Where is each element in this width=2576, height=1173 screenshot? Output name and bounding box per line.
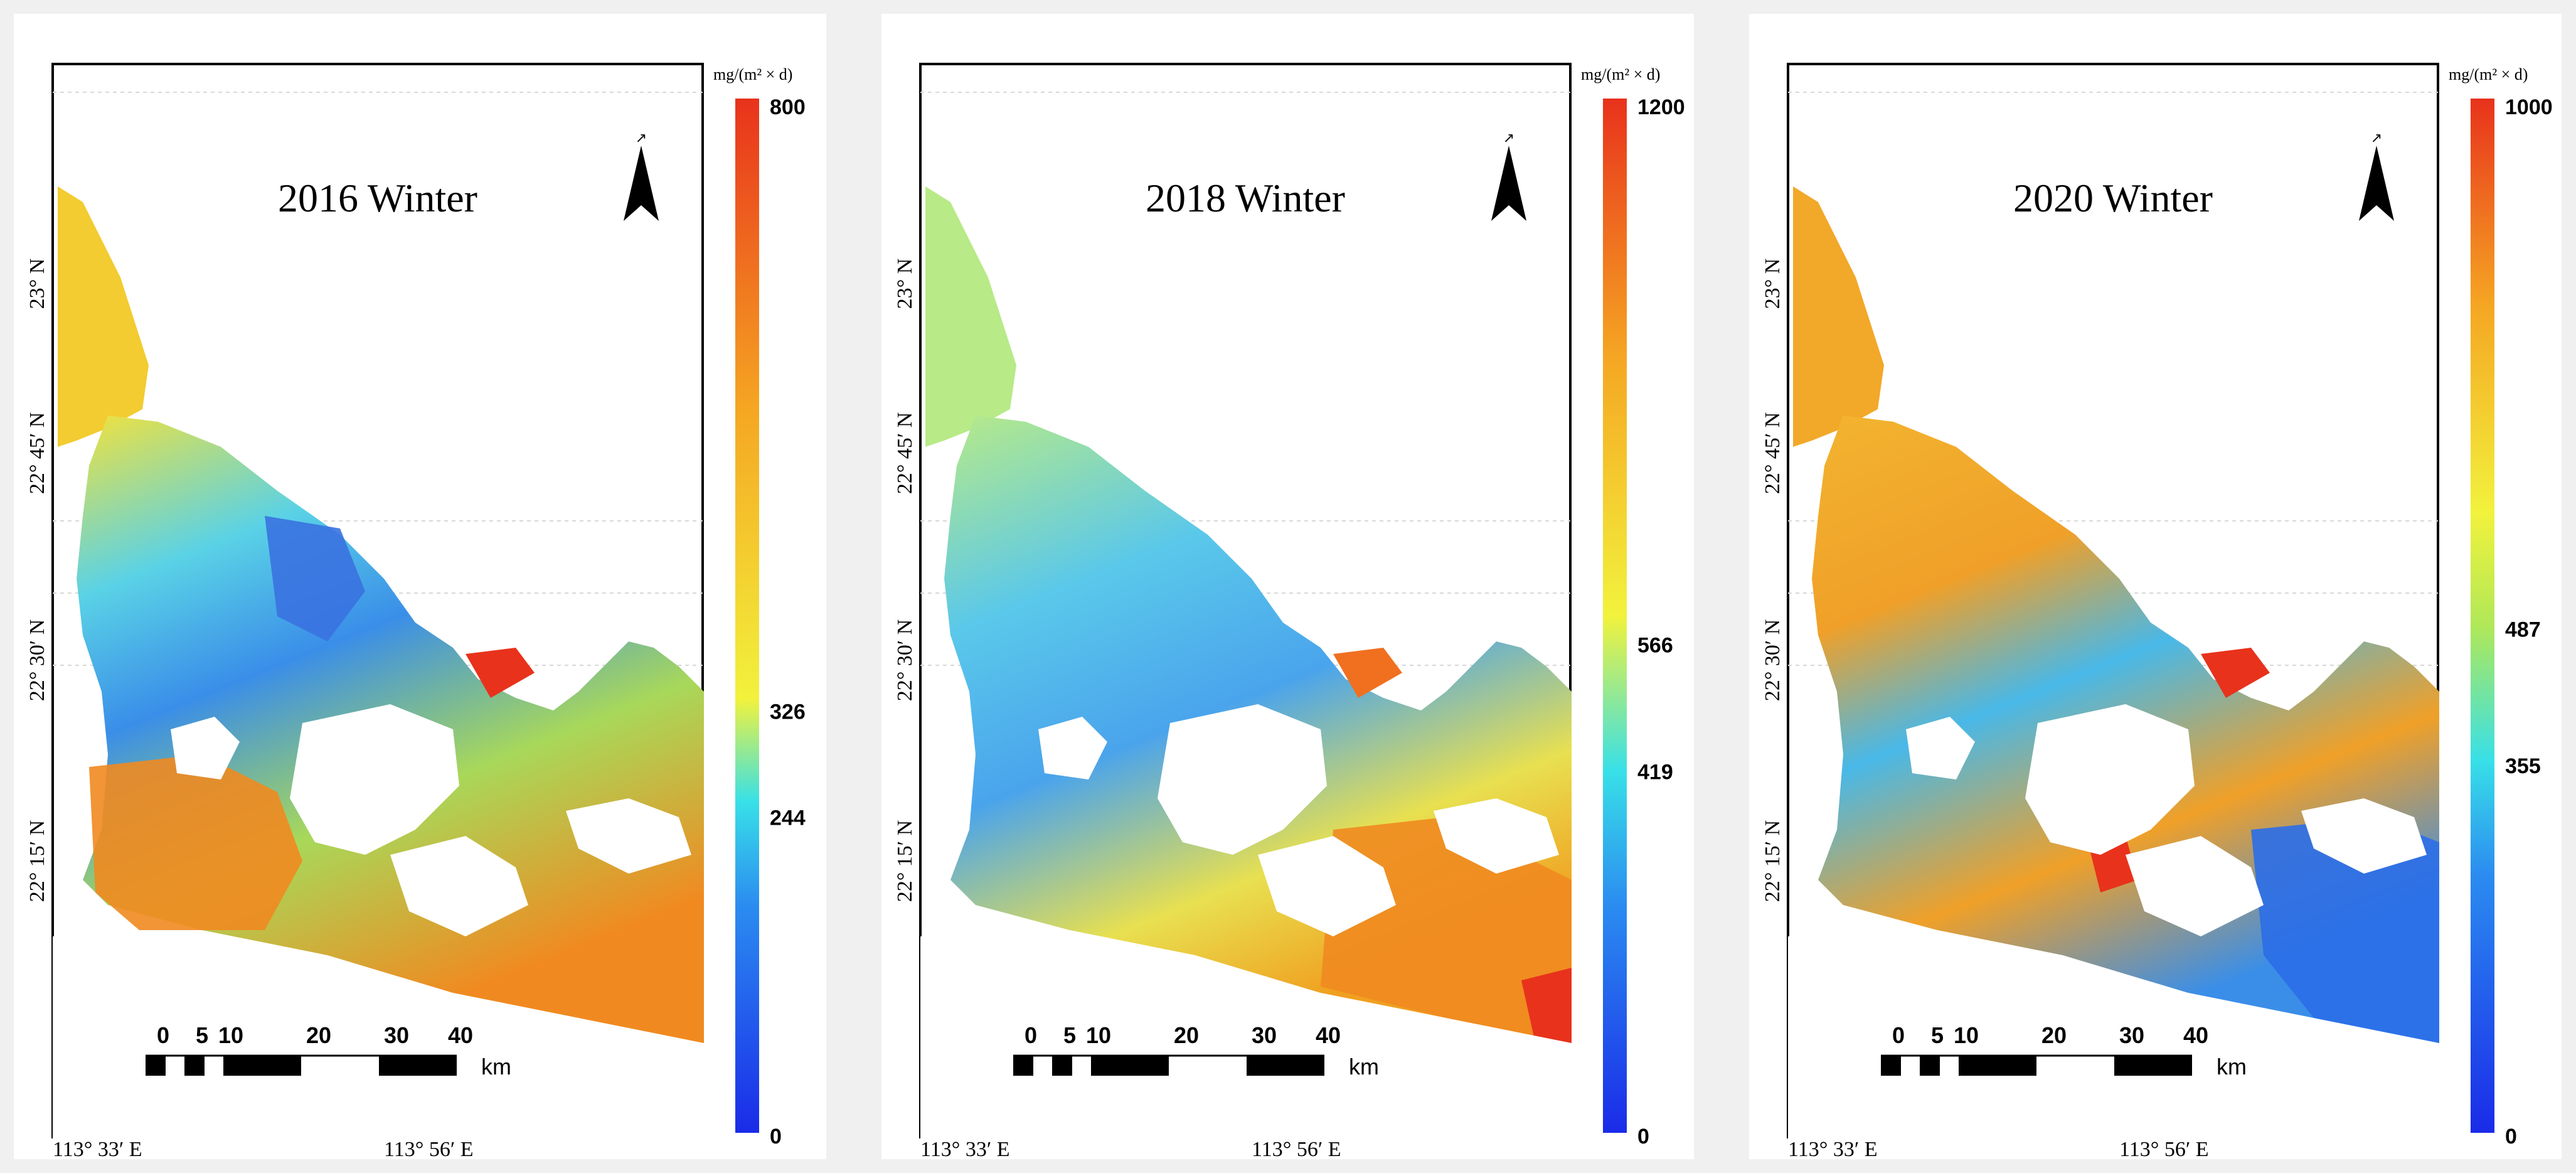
map-title: 2020 Winter [2013, 176, 2213, 220]
map-title: 2018 Winter [1146, 176, 1345, 220]
scale-tick-label: 30 [2119, 1022, 2144, 1048]
svg-text:23° N: 23° N [893, 259, 917, 309]
map-svg: ↗ 2018 Winter 0 5 10 20 30 40 km 113° 33′ E 1… [893, 63, 1685, 1159]
legend-min: 0 [2505, 1125, 2517, 1149]
legend-max: 1000 [2505, 95, 2553, 119]
scale-tick-label: 20 [306, 1022, 331, 1048]
scale-tick-label: 40 [448, 1022, 473, 1048]
legend-min: 0 [1637, 1125, 1649, 1149]
scale-tick-label: 40 [1316, 1022, 1341, 1048]
lon-label-1: 113° 33′ E [53, 1138, 142, 1159]
svg-text:22° 30′ N: 22° 30′ N [26, 619, 49, 702]
scale-tick-label: 30 [384, 1022, 409, 1048]
legend: mg/(m² × d) 800 0 326 244 [713, 65, 806, 1149]
scale-tick-label: 20 [2041, 1022, 2067, 1048]
north-arrow: ↗ [624, 130, 659, 221]
land-areas [1788, 704, 2439, 1144]
legend-tick-label: 419 [1637, 761, 1673, 785]
legend-unit: mg/(m² × d) [1581, 65, 1660, 83]
svg-text:km: km [2217, 1054, 2247, 1079]
scale-tick-label: 30 [1252, 1022, 1277, 1048]
scale-tick-label: 0 [1892, 1022, 1905, 1048]
legend-unit: mg/(m² × d) [713, 65, 792, 83]
legend-tick-label: 355 [2505, 754, 2541, 778]
svg-text:km: km [481, 1054, 511, 1079]
scale-tick-label: 20 [1174, 1022, 1199, 1048]
scale-tick-label: 5 [1931, 1022, 1944, 1048]
svg-text:22° 30′ N: 22° 30′ N [893, 619, 917, 702]
map-panel-2016: ↗ 2016 Winter 0 5 10 20 30 40 km 113° 33′ E 1… [14, 14, 826, 1159]
lat-labels: 23° N 22° 45′ N 22° 30′ N 22° 15′ N [1761, 259, 1784, 903]
lat-labels: 23° N 22° 45′ N 22° 30′ N 22° 15′ N [893, 259, 917, 903]
svg-text:22° 45′ N: 22° 45′ N [1761, 412, 1784, 495]
svg-text:22° 15′ N: 22° 15′ N [1761, 820, 1784, 903]
svg-text:22° 45′ N: 22° 45′ N [26, 412, 49, 495]
lon-label-1: 113° 33′ E [1788, 1138, 1878, 1159]
scale-bar: 0 5 10 20 30 40 km [146, 1022, 511, 1079]
legend-min: 0 [770, 1125, 782, 1149]
svg-text:23° N: 23° N [1761, 259, 1784, 309]
legend-unit: mg/(m² × d) [2449, 65, 2528, 83]
land-areas [53, 704, 704, 1144]
map-title: 2016 Winter [278, 176, 477, 220]
north-arrow: ↗ [1491, 130, 1526, 221]
map-svg: ↗ 2016 Winter 0 5 10 20 30 40 km 113° 33′ E 1… [26, 63, 806, 1159]
scale-tick-label: 10 [1954, 1022, 1979, 1048]
scale-bar: 0 5 10 20 30 40 km [1013, 1022, 1379, 1079]
svg-text:22° 15′ N: 22° 15′ N [893, 820, 917, 903]
svg-text:23° N: 23° N [26, 259, 49, 309]
svg-text:km: km [1349, 1054, 1379, 1079]
svg-text:↗: ↗ [2371, 130, 2382, 146]
legend-tick-label: 244 [770, 806, 806, 830]
legend-tick-label: 566 [1637, 634, 1673, 658]
svg-text:↗: ↗ [636, 130, 647, 146]
land-areas [920, 704, 1572, 1144]
scale-tick-label: 10 [218, 1022, 243, 1048]
lon-label-2: 113° 56′ E [2119, 1138, 2209, 1159]
legend-colorbar [1603, 99, 1627, 1133]
svg-text:↗: ↗ [1503, 130, 1514, 146]
legend-tick-label: 326 [770, 700, 806, 724]
scale-tick-label: 5 [1063, 1022, 1076, 1048]
scale-tick-label: 40 [2183, 1022, 2208, 1048]
lon-label-1: 113° 33′ E [920, 1138, 1010, 1159]
svg-text:22° 30′ N: 22° 30′ N [1761, 619, 1784, 702]
scale-tick-label: 0 [1025, 1022, 1037, 1048]
svg-text:22° 45′ N: 22° 45′ N [893, 412, 917, 495]
legend-max: 1200 [1637, 95, 1685, 119]
lon-label-2: 113° 56′ E [384, 1138, 474, 1159]
legend-max: 800 [770, 95, 806, 119]
map-panel-2018: ↗ 2018 Winter 0 5 10 20 30 40 km 113° 33′ E 1… [881, 14, 1694, 1159]
scale-tick-label: 0 [157, 1022, 169, 1048]
scale-bar: 0 5 10 20 30 40 km [1881, 1022, 2247, 1079]
map-panel-2020: ↗ 2020 Winter 0 5 10 20 30 40 km 113° 33′ E 1… [1749, 14, 2562, 1159]
lon-label-2: 113° 56′ E [1252, 1138, 1341, 1159]
scale-tick-label: 5 [196, 1022, 208, 1048]
legend: mg/(m² × d) 1000 0 487 355 [2449, 65, 2553, 1149]
legend-colorbar [735, 99, 759, 1133]
north-arrow: ↗ [2359, 130, 2394, 221]
legend: mg/(m² × d) 1200 0 566 419 [1581, 65, 1685, 1149]
lat-labels: 23° N 22° 45′ N 22° 30′ N 22° 15′ N [26, 259, 49, 903]
map-svg: ↗ 2020 Winter 0 5 10 20 30 40 km 113° 33′ E 1… [1761, 63, 2553, 1159]
scale-tick-label: 10 [1086, 1022, 1111, 1048]
legend-colorbar [2471, 99, 2494, 1133]
legend-tick-label: 487 [2505, 618, 2541, 641]
svg-text:22° 15′ N: 22° 15′ N [26, 820, 49, 903]
